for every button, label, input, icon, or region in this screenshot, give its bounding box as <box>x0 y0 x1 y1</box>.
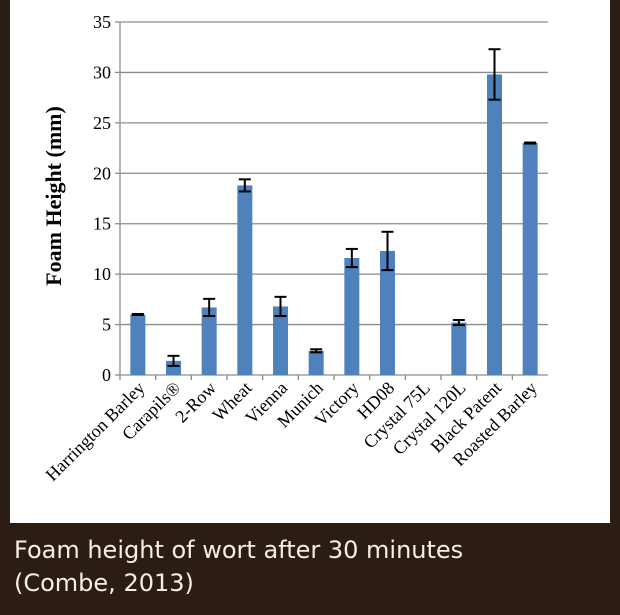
bar <box>273 306 288 375</box>
error-bars <box>131 48 537 367</box>
bar-chart: 0 5 10 15 20 25 30 35 Harrington BarleyCarapils… <box>41 12 548 485</box>
x-tick-labels: Harrington BarleyCarapils®2-RowWheatVien… <box>42 378 541 485</box>
y-tick-label: 30 <box>93 62 111 82</box>
bar <box>201 307 217 375</box>
bar <box>451 322 467 375</box>
bar <box>487 74 502 376</box>
bar <box>237 185 253 375</box>
y-tick-label: 35 <box>93 12 111 32</box>
bar <box>308 350 324 375</box>
caption-title: Foam height of wort after 30 minutes <box>14 536 464 564</box>
chart-panel: 0 5 10 15 20 25 30 35 Harrington Barley Carapils… <box>10 0 610 523</box>
y-tick-label: 0 <box>102 365 111 385</box>
axes <box>115 21 548 380</box>
bar <box>166 360 181 375</box>
y-tick-label: 20 <box>93 163 111 183</box>
gridlines <box>120 21 548 326</box>
y-tick-label: 25 <box>93 113 111 133</box>
bar <box>130 314 146 375</box>
y-tick-label: 15 <box>93 214 111 234</box>
caption-source: (Combe, 2013) <box>14 569 194 597</box>
bars <box>130 74 538 376</box>
y-tick-label: 5 <box>102 315 111 335</box>
bar <box>380 250 395 375</box>
y-tick-label: 10 <box>93 264 111 284</box>
bar <box>522 143 538 375</box>
y-axis-label: Foam Height (mm) <box>41 106 66 286</box>
x-tick-label: 2-Row <box>171 378 220 427</box>
y-tick-labels: 0 5 10 15 20 25 30 35 <box>93 12 111 385</box>
bar <box>344 258 360 375</box>
